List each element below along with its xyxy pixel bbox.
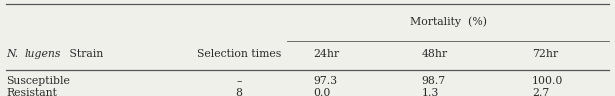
Text: 24hr: 24hr [314,49,339,59]
Text: lugens: lugens [25,49,61,59]
Text: 100.0: 100.0 [532,76,563,86]
Text: 48hr: 48hr [421,49,447,59]
Text: 0.0: 0.0 [314,88,331,96]
Text: 98.7: 98.7 [421,76,445,86]
Text: Resistant: Resistant [6,88,57,96]
Text: Selection times: Selection times [197,49,281,59]
Text: –: – [236,76,242,86]
Text: 1.3: 1.3 [421,88,438,96]
Text: 97.3: 97.3 [314,76,338,86]
Text: 2.7: 2.7 [532,88,549,96]
Text: N.: N. [6,49,20,59]
Text: Mortality  (%): Mortality (%) [410,17,486,27]
Text: 8: 8 [236,88,242,96]
Text: 72hr: 72hr [532,49,558,59]
Text: Susceptible: Susceptible [6,76,70,86]
Text: Strain: Strain [66,49,104,59]
